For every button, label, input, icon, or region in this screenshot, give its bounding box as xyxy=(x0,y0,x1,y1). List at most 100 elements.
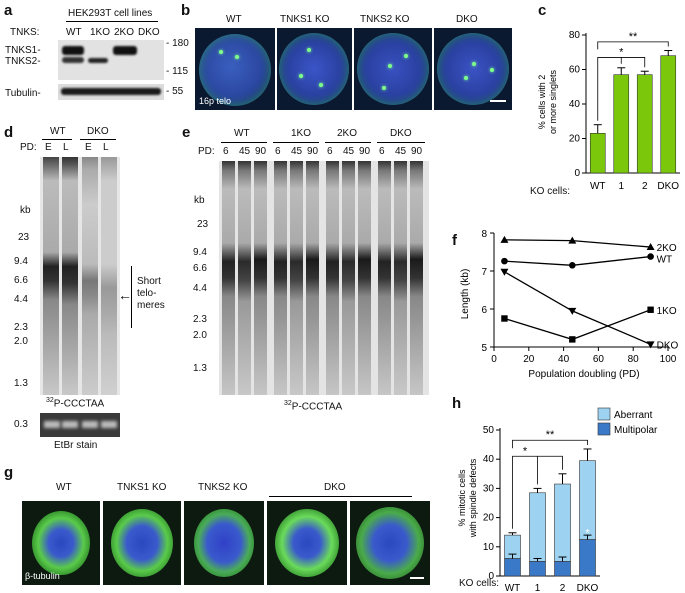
c-y-tick-label: 0 xyxy=(574,168,580,179)
f-y-tick-label: 8 xyxy=(481,229,487,240)
lane-1ko: 1KO xyxy=(90,27,111,38)
southern-blot-e xyxy=(219,161,429,395)
e-lane-label: 45 xyxy=(291,146,303,157)
d-probe-sup: 32 xyxy=(46,397,54,404)
e-group-dko: DKO xyxy=(390,128,412,139)
c-sig-stars: ** xyxy=(629,31,638,43)
d-marker-4-4: 4.4 xyxy=(14,294,28,305)
e-1ko-bracket xyxy=(273,142,319,143)
y-axis-label: % cells with 2or more singlets xyxy=(537,69,558,134)
h-bar-multipolar xyxy=(554,561,571,577)
f-y-tick-label: 6 xyxy=(481,305,487,316)
e-marker-23: 23 xyxy=(197,219,209,230)
annotation-line-1: Short xyxy=(137,276,161,287)
e-kb-label: kb xyxy=(194,195,205,206)
e-marker-4-4: 4.4 xyxy=(193,283,207,294)
e-marker-1-3: 1.3 xyxy=(193,363,207,374)
f-marker xyxy=(646,243,655,251)
c-bar xyxy=(589,133,606,174)
f-x-tick-label: 100 xyxy=(660,354,677,365)
panel-e-label: e xyxy=(182,124,191,141)
e-group-2ko: 2KO xyxy=(337,128,358,139)
e-gel-lane xyxy=(290,161,303,395)
e-gel-lane xyxy=(306,161,319,395)
h-bar-multipolar xyxy=(529,561,546,577)
e-lane-label: 6 xyxy=(275,146,281,157)
e-lane-label: 45 xyxy=(343,146,355,157)
f-y-tick-label: 7 xyxy=(481,267,487,278)
e-probe-rest: P-CCCTAA xyxy=(291,401,343,413)
e-gel-lane xyxy=(378,161,391,395)
fish-image-dko xyxy=(434,28,512,110)
marker-180: - 180 xyxy=(166,38,189,49)
image-label-dko: DKO xyxy=(456,14,478,25)
fish-image-wt: 16p telo xyxy=(195,28,275,110)
band-label-tnks2: TNKS2- xyxy=(5,56,41,67)
e-lane-label: 90 xyxy=(255,146,267,157)
g-image-label-dko: DKO xyxy=(324,482,346,493)
f-series-label: WT xyxy=(657,255,673,266)
panel-h-chart: % mitotic cellswith spindle defects 0 10 2… xyxy=(457,407,658,593)
e-marker-2-3: 2.3 xyxy=(193,314,207,325)
e-lane-label: 90 xyxy=(411,146,423,157)
d-stain-marker: 0.3 xyxy=(14,419,28,430)
probe-label: 16p telo xyxy=(199,96,232,106)
e-group-wt: WT xyxy=(234,128,250,139)
image-label-wt: WT xyxy=(226,14,242,25)
f-marker xyxy=(500,268,509,276)
scale-bar xyxy=(490,100,506,102)
c-y-tick-label: 20 xyxy=(569,134,581,145)
f-y-axis-label: Length (kb) xyxy=(460,269,471,320)
e-marker-6-6: 6.6 xyxy=(193,263,207,274)
e-gel-lane xyxy=(342,161,355,395)
e-gel-lane xyxy=(238,161,251,395)
e-lane-label: 90 xyxy=(359,146,371,157)
f-series-label: DKO xyxy=(657,340,679,351)
panel-c-label: c xyxy=(538,2,547,19)
f-x-axis-label: Population doubling (PD) xyxy=(528,369,639,380)
h-y-tick-label: 30 xyxy=(483,483,495,494)
f-x-tick-label: 0 xyxy=(491,354,497,365)
spindle-image-tnks2-ko xyxy=(184,501,264,585)
lane-wt: WT xyxy=(66,27,82,38)
f-marker xyxy=(569,262,576,269)
h-x-tick-label: 2 xyxy=(560,583,566,593)
f-series-label: 2KO xyxy=(657,243,677,254)
e-dko-bracket xyxy=(377,142,425,143)
c-x-tick-label: 2 xyxy=(642,181,648,192)
f-marker xyxy=(500,235,509,243)
e-wt-bracket xyxy=(221,142,267,143)
g-dko-bracket xyxy=(269,496,412,497)
d-marker-23: 23 xyxy=(18,232,30,243)
e-gel-lane xyxy=(358,161,371,395)
h-sig-star: * xyxy=(523,445,528,457)
d-lane-3: E xyxy=(85,142,92,153)
e-gel-lane xyxy=(274,161,287,395)
h-x-tick-label: DKO xyxy=(577,583,599,593)
h-x-prefix: KO cells: xyxy=(459,578,500,589)
g-image-label-wt: WT xyxy=(56,482,72,493)
panel-a-title: HEK293T cell lines xyxy=(68,8,153,19)
f-x-tick-label: 20 xyxy=(523,354,535,365)
h-sig-stars: ** xyxy=(546,429,555,441)
h-y-tick-label: 0 xyxy=(488,571,494,582)
spindle-image-tnks1-ko xyxy=(103,501,181,585)
band-label-tnks1: TNKS1- xyxy=(5,45,41,56)
h-bar-multipolar xyxy=(504,558,521,577)
h-legend-swatch xyxy=(597,407,611,421)
panel-c-chart: % cells with 2or more singlets 0 20 40 60 80… xyxy=(537,30,680,192)
c-x-prefix: KO cells: xyxy=(530,186,571,197)
h-bar-aberrant xyxy=(554,483,571,562)
fish-image-tnks1-ko xyxy=(277,28,352,110)
d-marker-1-3: 1.3 xyxy=(14,378,28,389)
e-lane-label: 45 xyxy=(395,146,407,157)
d-probe-rest: P-CCCTAA xyxy=(53,398,105,410)
f-x-tick-label: 80 xyxy=(628,354,640,365)
spindle-image-wt: β-tubulin xyxy=(22,501,100,585)
panel-b-label: b xyxy=(181,2,191,19)
h-y-axis-label: % mitotic cellswith spindle defects xyxy=(457,458,478,538)
e-gel-lane xyxy=(410,161,423,395)
f-marker xyxy=(568,307,577,315)
f-marker xyxy=(646,341,655,349)
short-telomere-bar xyxy=(131,266,132,328)
